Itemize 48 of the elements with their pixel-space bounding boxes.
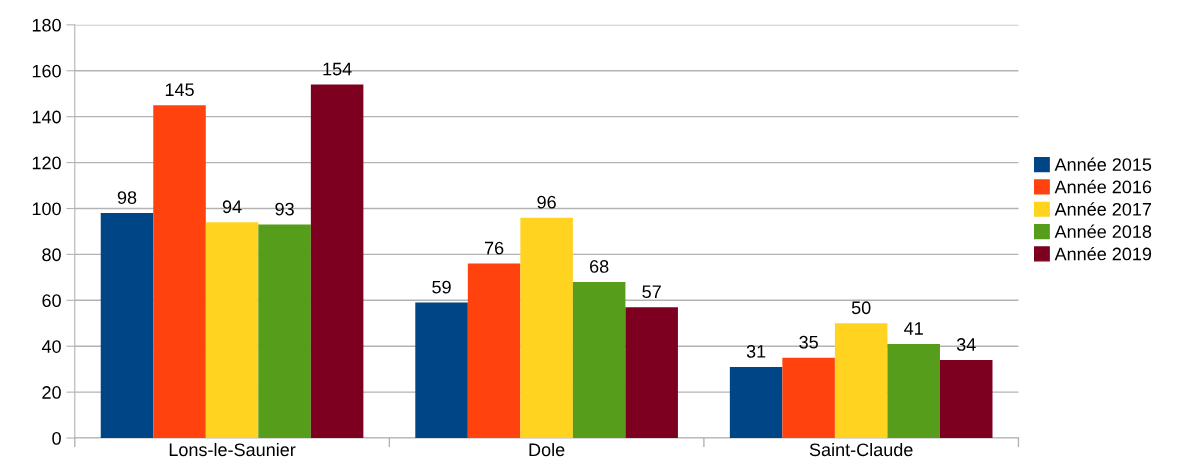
bar xyxy=(100,213,154,439)
data-label: 31 xyxy=(746,344,766,358)
x-tick-label: Dole xyxy=(529,442,565,457)
data-label: 94 xyxy=(222,200,242,214)
bar xyxy=(887,343,940,439)
legend-label: Année 2018 xyxy=(1054,224,1152,239)
data-label: 41 xyxy=(904,322,923,335)
data-label: 35 xyxy=(799,335,818,349)
y-tick-label: 140 xyxy=(32,110,61,124)
y-tick-label: 100 xyxy=(32,202,61,216)
bar xyxy=(729,366,783,439)
data-label: 59 xyxy=(432,280,451,294)
bar xyxy=(258,224,311,439)
bar xyxy=(467,263,521,439)
y-tick-label: 20 xyxy=(42,386,61,399)
legend-label: Année 2016 xyxy=(1054,179,1152,194)
bar xyxy=(625,307,678,439)
bar xyxy=(939,360,993,439)
y-tick-label: 160 xyxy=(32,64,61,78)
legend-label: Année 2019 xyxy=(1054,246,1152,261)
y-tick-label: 180 xyxy=(32,18,61,32)
bar xyxy=(153,105,206,439)
data-label: 96 xyxy=(537,195,556,209)
bar xyxy=(520,217,573,439)
bar xyxy=(572,281,626,439)
data-label: 50 xyxy=(851,301,871,315)
data-label: 68 xyxy=(590,260,609,273)
legend-label: Année 2017 xyxy=(1054,202,1152,216)
data-label: 76 xyxy=(484,241,504,255)
x-tick-label: Saint-Claude xyxy=(809,442,913,457)
bar xyxy=(415,302,468,439)
bar xyxy=(834,323,888,439)
legend-label: Année 2015 xyxy=(1054,157,1152,171)
bar xyxy=(310,84,364,439)
bar xyxy=(782,357,835,439)
y-tick-label: 40 xyxy=(41,340,61,353)
y-tick-label: 0 xyxy=(52,431,61,445)
y-tick-label: 80 xyxy=(42,248,61,262)
y-tick-label: 60 xyxy=(42,294,61,308)
data-label: 57 xyxy=(642,285,661,299)
data-label: 98 xyxy=(117,191,137,204)
data-label: 145 xyxy=(165,83,194,97)
data-label: 34 xyxy=(956,338,976,351)
x-tick-label: Lons-le-Saunier xyxy=(169,442,296,457)
y-tick-label: 120 xyxy=(32,156,61,170)
data-label: 93 xyxy=(275,202,294,216)
data-label: 154 xyxy=(323,62,352,76)
bar xyxy=(205,222,259,439)
